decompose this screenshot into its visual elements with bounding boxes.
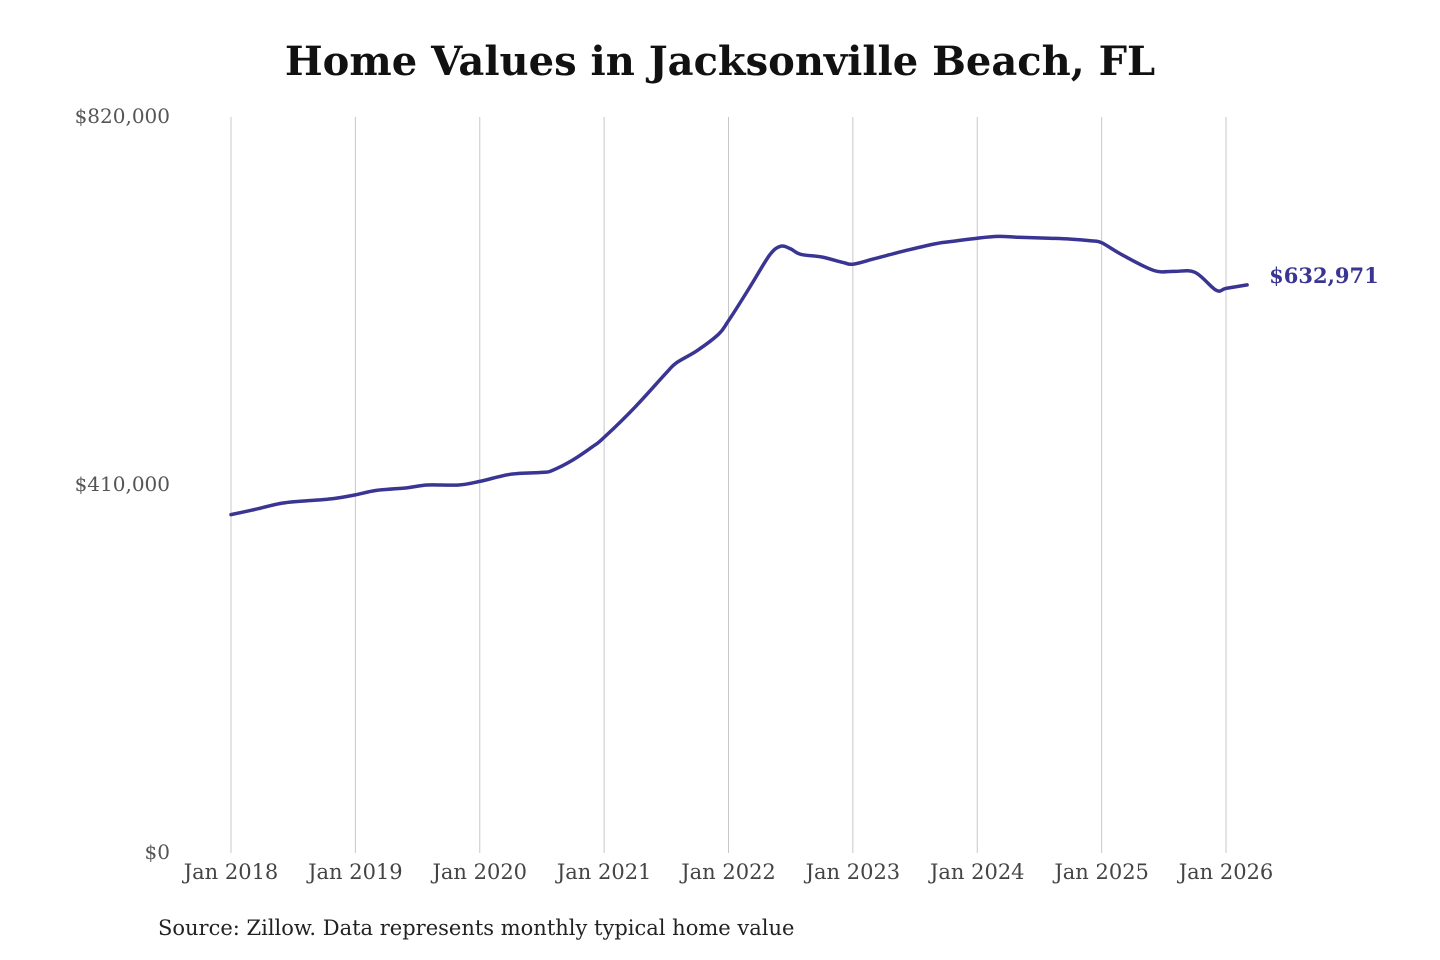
- end-value-label: $632,971: [1269, 263, 1379, 288]
- x-tick-label: Jan 2024: [928, 860, 1025, 884]
- chart-title: Home Values in Jacksonville Beach, FL: [284, 38, 1156, 85]
- x-tick-label: Jan 2025: [1052, 860, 1149, 884]
- x-tick-label: Jan 2021: [555, 860, 652, 884]
- annotation-layer: $632,971: [1269, 263, 1379, 288]
- x-tick-label: Jan 2022: [679, 860, 776, 884]
- series-layer: [229, 234, 1249, 517]
- x-tick-label: Jan 2020: [430, 860, 527, 884]
- y-tick-label: $820,000: [75, 104, 170, 128]
- x-tick-label: Jan 2019: [306, 860, 403, 884]
- x-tick-label: Jan 2026: [1177, 860, 1274, 884]
- source-note: Source: Zillow. Data represents monthly …: [158, 916, 795, 940]
- gridlines: [230, 117, 1227, 853]
- series-line: [229, 234, 1249, 517]
- x-tick-label: Jan 2018: [182, 860, 279, 884]
- y-axis-ticks: $0 $410,000 $820,000: [75, 104, 170, 864]
- x-tick-label: Jan 2023: [804, 860, 901, 884]
- y-tick-label: $0: [145, 840, 170, 864]
- y-tick-label: $410,000: [75, 472, 170, 496]
- x-axis-ticks: Jan 2018 Jan 2019 Jan 2020 Jan 2021 Jan 2022…: [182, 860, 1274, 884]
